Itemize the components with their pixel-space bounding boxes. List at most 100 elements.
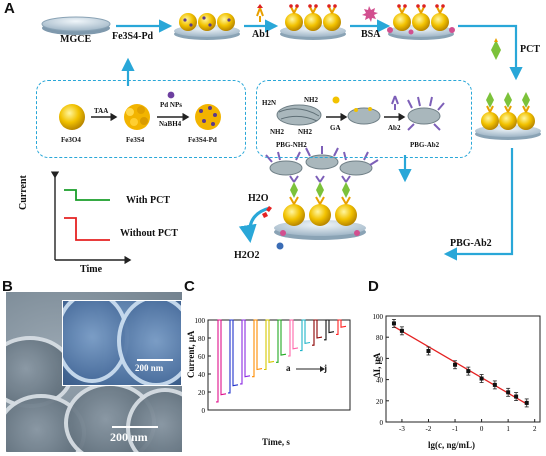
bsa-label: BSA xyxy=(361,29,381,40)
nh2-label-right: NH2 xyxy=(298,128,312,136)
plot-d-xtick-label: 2 xyxy=(533,425,537,433)
nh2-label-left: NH2 xyxy=(270,128,284,136)
response-trace xyxy=(336,319,347,335)
plot-d-xtick-label: -1 xyxy=(452,425,458,433)
plot-d-ytick-label: 40 xyxy=(376,377,384,385)
pbgnh2-label: PBG-NH2 xyxy=(276,141,307,149)
plot-d-xtick-label: 1 xyxy=(506,425,510,433)
data-point xyxy=(453,362,458,367)
mgce-label: MGCE xyxy=(60,34,92,45)
ab2-icon xyxy=(391,95,399,110)
response-trace xyxy=(264,319,275,371)
inset-scale-label: 200 nm xyxy=(135,363,164,373)
fe3s4-label: Fe3S4 xyxy=(126,136,145,144)
taa-label: TAA xyxy=(94,107,109,115)
fe3s4pd-arrow-label: Fe3S4-Pd xyxy=(112,31,154,42)
response-trace xyxy=(216,319,227,403)
ga-icon xyxy=(332,96,340,104)
pbg-ab2-conjugate xyxy=(407,96,445,131)
data-point xyxy=(479,376,484,381)
fit-line xyxy=(393,326,528,405)
tem-inset: 200 nm xyxy=(62,300,182,386)
h2o2-label: H2O2 xyxy=(234,250,260,261)
response-trace xyxy=(312,319,323,346)
fe3s4pd-particle xyxy=(195,104,221,130)
synthesis-box xyxy=(36,80,246,158)
plot-d-frame xyxy=(385,315,541,423)
electrode-fe3s4pd xyxy=(174,13,240,40)
pbgab2-arrow-label: PBG-Ab2 xyxy=(450,238,492,249)
plot-d-ytick-label: 100 xyxy=(373,313,384,321)
plot-c-ytick-label: 40 xyxy=(198,371,206,379)
pbgab2-label: PBG-Ab2 xyxy=(410,141,440,149)
electron-icon xyxy=(276,242,284,250)
panel-d-letter: D xyxy=(368,278,379,295)
catalysis-arrow xyxy=(238,206,271,243)
without-pct-label: Without PCT xyxy=(120,228,178,239)
plot-d-xlabel: lg(c, ng/mL) xyxy=(428,440,475,450)
data-point xyxy=(492,382,497,387)
response-trace xyxy=(240,319,251,385)
plot-c-ytick-label: 80 xyxy=(198,335,206,343)
response-trace xyxy=(252,319,263,378)
inset-scale-bar xyxy=(137,359,173,361)
electrode-bsa xyxy=(387,4,455,40)
data-point xyxy=(514,394,519,399)
electrode-pct xyxy=(475,92,541,140)
inset-particle xyxy=(117,301,181,385)
plot-d-xtick-label: -3 xyxy=(399,425,405,433)
plot-c-xlabel: Time, s xyxy=(262,437,290,447)
h2n-label: H2N xyxy=(262,99,276,107)
seq-arrowhead xyxy=(320,366,325,372)
data-point xyxy=(506,390,511,395)
response-trace xyxy=(324,319,335,341)
electrode-ab1 xyxy=(280,4,346,40)
pdnps-label: Pd NPs xyxy=(160,101,182,109)
bsa-icon xyxy=(362,6,378,22)
graph-xlabel: Time xyxy=(80,264,103,275)
ga-label: GA xyxy=(330,124,341,132)
response-trace xyxy=(228,319,239,394)
panel-b-letter: B xyxy=(2,278,13,295)
seq-start-label: a xyxy=(286,363,291,373)
response-trace xyxy=(288,319,299,357)
panel-a-letter: A xyxy=(4,0,15,17)
main-scale-label: 200 nm xyxy=(110,430,148,444)
nabh4-label: NaBH4 xyxy=(159,120,182,128)
pct-icon xyxy=(491,38,501,60)
data-point xyxy=(426,348,431,353)
main-scale-bar xyxy=(112,426,158,428)
pbg-ga-sheet xyxy=(347,107,381,125)
plot-d-xtick-label: -2 xyxy=(426,425,432,433)
plot-d-ytick-label: 20 xyxy=(376,398,384,406)
with-pct-label: With PCT xyxy=(126,195,170,206)
pct-label: PCT xyxy=(520,44,540,55)
fe3o4-particle xyxy=(59,104,85,130)
plot-d-ytick-label: 60 xyxy=(376,355,384,363)
seq-end-label: j xyxy=(324,363,327,373)
h2o-label: H2O xyxy=(248,193,269,204)
panel-c-letter: C xyxy=(184,278,195,295)
ab1-icon xyxy=(256,4,264,22)
plot-c-ytick-label: 100 xyxy=(195,317,206,325)
electrode-sandwich xyxy=(265,146,379,240)
ab2-label: Ab2 xyxy=(388,124,401,132)
plot-d-ytick-label: 0 xyxy=(380,419,384,427)
data-point xyxy=(466,369,471,374)
data-point xyxy=(524,400,529,405)
data-point xyxy=(399,328,404,333)
nh2-label-top: NH2 xyxy=(304,96,318,104)
fe3s4-particle xyxy=(124,104,150,130)
data-point xyxy=(391,321,396,326)
reaction-icon xyxy=(262,206,272,218)
plot-c-ytick-label: 20 xyxy=(198,389,206,397)
mgce-electrode xyxy=(41,16,111,35)
ab1-label: Ab1 xyxy=(252,29,270,40)
arrow-pbg-ab2 xyxy=(443,148,514,261)
current-time-graph xyxy=(50,171,132,265)
plot-d-xtick-label: 0 xyxy=(480,425,484,433)
